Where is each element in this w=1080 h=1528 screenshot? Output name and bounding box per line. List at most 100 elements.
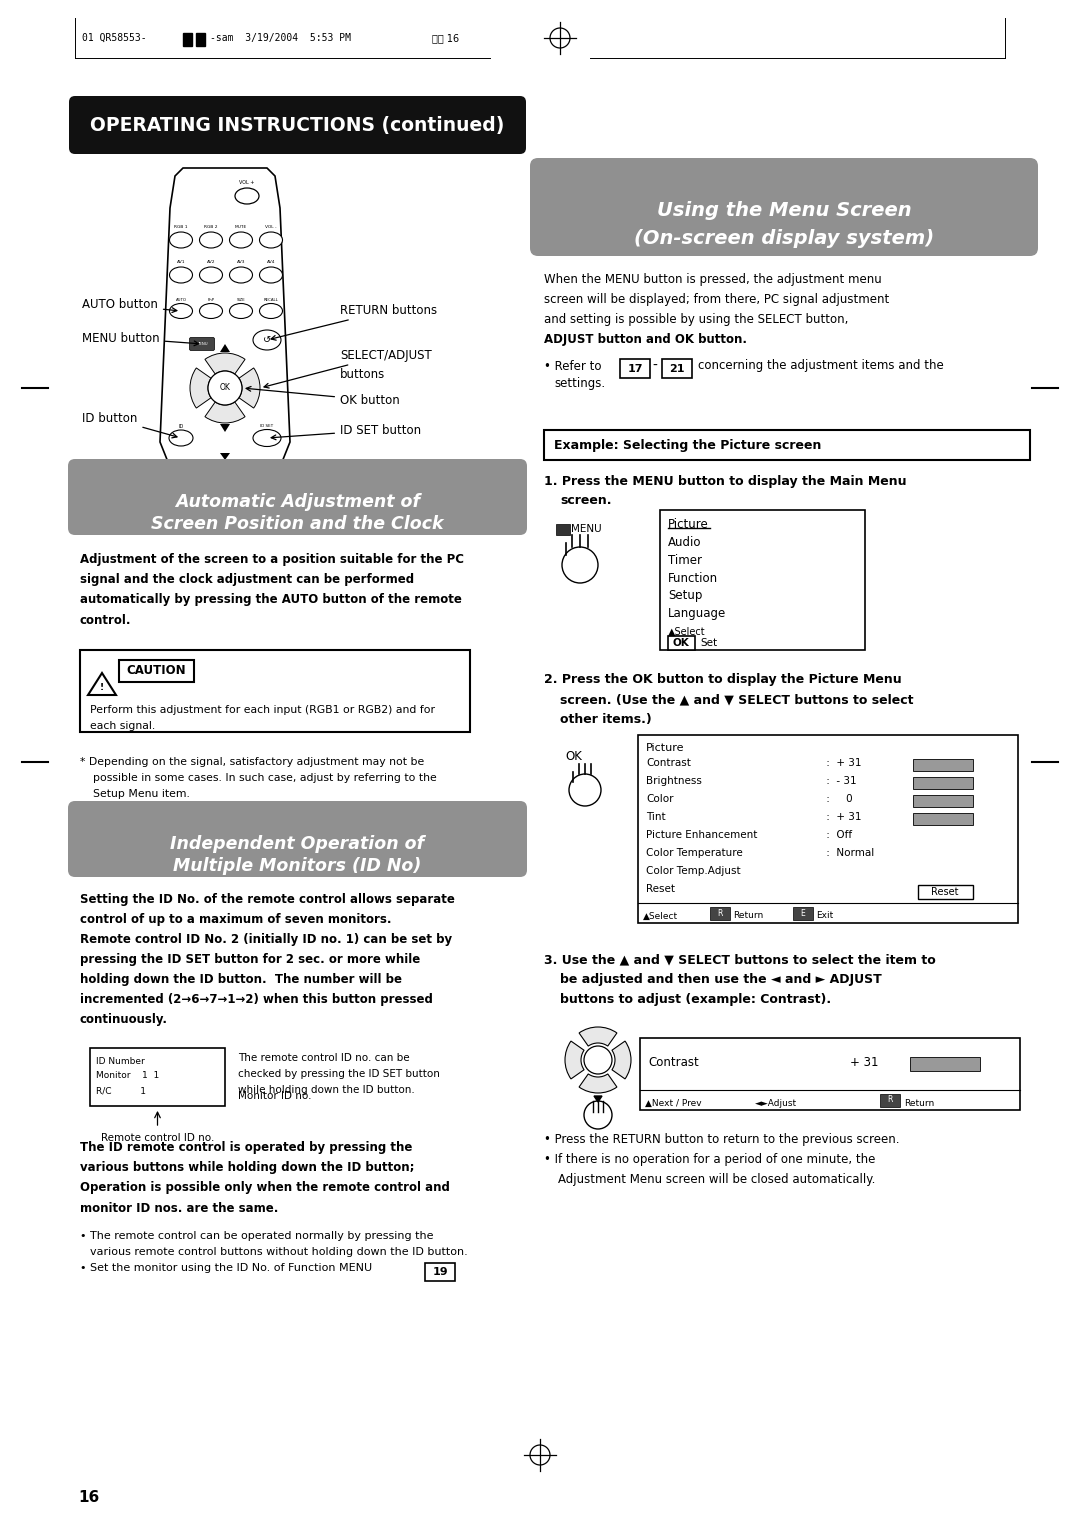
Text: R: R (888, 1096, 893, 1105)
Text: Reset: Reset (931, 886, 959, 897)
Text: (On-screen display system): (On-screen display system) (634, 229, 934, 248)
Text: 頁面 16: 頁面 16 (432, 34, 459, 43)
Text: ▲Next / Prev: ▲Next / Prev (645, 1099, 702, 1108)
Text: buttons: buttons (340, 368, 386, 382)
Text: MUTE: MUTE (234, 225, 247, 229)
Text: ▲Select: ▲Select (669, 626, 705, 637)
Text: :  - 31: : - 31 (823, 776, 856, 785)
Text: Setting the ID No. of the remote control allows separate: Setting the ID No. of the remote control… (80, 894, 455, 906)
Text: MENU button: MENU button (82, 332, 199, 345)
Text: Operation is possible only when the remote control and: Operation is possible only when the remo… (80, 1181, 450, 1195)
Text: Color Temperature: Color Temperature (646, 848, 743, 859)
Text: ID SET button: ID SET button (271, 423, 421, 440)
Bar (669, 636, 696, 649)
Text: Brightness: Brightness (646, 776, 702, 785)
Text: ID Number: ID Number (96, 1056, 145, 1065)
Bar (183, 34, 192, 46)
Text: :     0: : 0 (823, 795, 852, 804)
Text: various remote control buttons without holding down the ID button.: various remote control buttons without h… (90, 1247, 468, 1258)
Text: Reset: Reset (646, 885, 675, 894)
Bar (910, 1057, 980, 1071)
Text: Using the Menu Screen: Using the Menu Screen (657, 200, 912, 220)
Bar (640, 1038, 1020, 1109)
Text: ID SET: ID SET (260, 423, 273, 428)
Text: OK: OK (565, 750, 582, 762)
Text: When the MENU button is pressed, the adjustment menu: When the MENU button is pressed, the adj… (544, 274, 881, 287)
Ellipse shape (229, 267, 253, 283)
Text: 1. Press the MENU button to display the Main Menu: 1. Press the MENU button to display the … (544, 475, 906, 489)
Text: OK: OK (219, 384, 230, 393)
Bar (793, 908, 813, 920)
Text: MENU: MENU (197, 342, 207, 345)
Text: ▲Select: ▲Select (643, 912, 678, 920)
Text: SIZE: SIZE (237, 298, 245, 303)
Text: Contrast: Contrast (646, 758, 691, 769)
Polygon shape (87, 672, 116, 695)
Text: Timer: Timer (669, 553, 702, 567)
Text: CAUTION: CAUTION (126, 665, 186, 677)
FancyBboxPatch shape (530, 157, 1038, 257)
Text: automatically by pressing the AUTO button of the remote: automatically by pressing the AUTO butto… (80, 593, 462, 607)
Text: Adjustment Menu screen will be closed automatically.: Adjustment Menu screen will be closed au… (558, 1174, 876, 1187)
Text: screen will be displayed; from there, PC signal adjustment: screen will be displayed; from there, PC… (544, 293, 889, 307)
Text: :  + 31: : + 31 (823, 811, 862, 822)
Bar (710, 908, 730, 920)
Text: while holding down the ID button.: while holding down the ID button. (238, 1085, 415, 1096)
Bar (195, 34, 205, 46)
Text: MENU: MENU (571, 524, 602, 533)
Ellipse shape (170, 232, 192, 248)
Text: PnP: PnP (207, 298, 215, 303)
Bar (913, 795, 973, 807)
Text: Return: Return (904, 1099, 934, 1108)
Text: Perform this adjustment for each input (RGB1 or RGB2) and for: Perform this adjustment for each input (… (90, 704, 435, 715)
Wedge shape (579, 1074, 617, 1093)
FancyBboxPatch shape (69, 96, 526, 154)
Text: • Press the RETURN button to return to the previous screen.: • Press the RETURN button to return to t… (544, 1134, 900, 1146)
Ellipse shape (170, 304, 192, 318)
Text: OK button: OK button (246, 387, 400, 406)
Text: buttons to adjust (example: Contrast).: buttons to adjust (example: Contrast). (561, 993, 832, 1007)
Text: AV1: AV1 (177, 260, 186, 264)
Wedge shape (205, 402, 245, 423)
FancyBboxPatch shape (189, 338, 215, 350)
Text: Monitor    1  1: Monitor 1 1 (96, 1071, 159, 1080)
Text: -sam  3/19/2004  5:53 PM: -sam 3/19/2004 5:53 PM (210, 34, 351, 43)
Polygon shape (220, 423, 230, 432)
Text: ID: ID (178, 423, 184, 428)
Text: :  + 31: : + 31 (823, 758, 862, 769)
Text: Remote control ID no.: Remote control ID no. (100, 1132, 214, 1143)
Ellipse shape (229, 304, 253, 318)
Text: VOL -: VOL - (266, 225, 276, 229)
Text: * Depending on the signal, satisfactory adjustment may not be: * Depending on the signal, satisfactory … (80, 756, 424, 767)
Text: 01 QR58553-: 01 QR58553- (82, 34, 147, 43)
Text: Example: Selecting the Picture screen: Example: Selecting the Picture screen (554, 439, 822, 451)
Text: AV2: AV2 (206, 260, 215, 264)
Bar (660, 510, 865, 649)
Text: screen. (Use the ▲ and ▼ SELECT buttons to select: screen. (Use the ▲ and ▼ SELECT buttons … (561, 694, 914, 706)
Text: Setup Menu item.: Setup Menu item. (93, 788, 190, 799)
Circle shape (208, 371, 242, 405)
Text: be adjusted and then use the ◄ and ► ADJUST: be adjusted and then use the ◄ and ► ADJ… (561, 973, 881, 987)
Text: 3. Use the ▲ and ▼ SELECT buttons to select the item to: 3. Use the ▲ and ▼ SELECT buttons to sel… (544, 953, 935, 967)
Wedge shape (205, 353, 245, 374)
Text: other items.): other items.) (561, 714, 651, 726)
Bar (638, 735, 1018, 923)
Text: checked by pressing the ID SET button: checked by pressing the ID SET button (238, 1070, 440, 1079)
Text: Color Temp.Adjust: Color Temp.Adjust (646, 866, 741, 876)
Text: AV3: AV3 (237, 260, 245, 264)
Ellipse shape (229, 232, 253, 248)
Text: possible in some cases. In such case, adjust by referring to the: possible in some cases. In such case, ad… (93, 773, 436, 782)
Bar (918, 885, 973, 898)
Text: signal and the clock adjustment can be performed: signal and the clock adjustment can be p… (80, 573, 414, 587)
Text: Language: Language (669, 608, 726, 620)
Text: E: E (800, 909, 806, 917)
Text: settings.: settings. (554, 377, 605, 391)
Text: 21: 21 (670, 364, 685, 374)
Text: Screen Position and the Clock: Screen Position and the Clock (151, 515, 444, 533)
Text: Exit: Exit (816, 912, 834, 920)
Ellipse shape (259, 232, 283, 248)
Text: 16: 16 (78, 1490, 99, 1505)
Text: Set: Set (700, 639, 717, 648)
Text: RECALL: RECALL (264, 298, 279, 303)
Text: screen.: screen. (561, 494, 611, 506)
